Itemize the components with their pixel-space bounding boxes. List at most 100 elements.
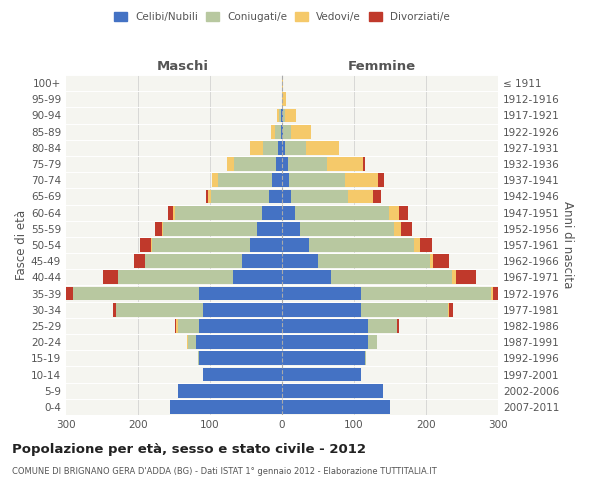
Bar (300, 222, 394, 235)
Bar (491, 286, 493, 300)
Bar (400, 206, 408, 220)
Bar (203, 368, 282, 382)
Bar (167, 206, 173, 220)
Bar (162, 222, 163, 235)
Bar (276, 157, 282, 171)
Bar (178, 384, 282, 398)
Bar (278, 141, 282, 154)
Bar (170, 400, 282, 414)
Bar (282, 238, 310, 252)
Bar (290, 190, 348, 203)
Legend: Celibi/Nubili, Coniugati/e, Vedovi/e, Divorziati/e: Celibi/Nubili, Coniugati/e, Vedovi/e, Di… (110, 8, 454, 26)
Bar (373, 190, 380, 203)
Bar (250, 141, 263, 154)
Bar (282, 270, 331, 284)
Bar (281, 125, 282, 138)
Bar (199, 319, 282, 333)
Bar (235, 157, 276, 171)
Text: Popolazione per età, sesso e stato civile - 2012: Popolazione per età, sesso e stato civil… (12, 442, 366, 456)
Bar (430, 254, 433, 268)
Bar (361, 286, 491, 300)
Bar (282, 336, 368, 349)
Bar (282, 206, 295, 220)
Bar (178, 319, 199, 333)
Bar (282, 76, 283, 90)
Bar (348, 190, 373, 203)
Bar (368, 319, 397, 333)
Bar (364, 157, 365, 171)
Bar (140, 238, 151, 252)
Bar (493, 286, 509, 300)
Bar (449, 303, 452, 316)
Bar (257, 222, 282, 235)
Bar (283, 108, 285, 122)
Bar (285, 141, 307, 154)
Bar (233, 270, 282, 284)
Bar (282, 92, 286, 106)
Bar (448, 303, 449, 316)
Bar (282, 286, 361, 300)
Bar (173, 206, 175, 220)
Bar (288, 157, 328, 171)
Bar (60, 286, 73, 300)
Bar (262, 206, 282, 220)
Text: COMUNE DI BRIGNANO GERA D'ADDA (BG) - Dati ISTAT 1° gennaio 2012 - Elaborazione : COMUNE DI BRIGNANO GERA D'ADDA (BG) - Da… (12, 468, 437, 476)
Bar (218, 174, 272, 187)
Bar (271, 125, 275, 138)
Bar (389, 206, 400, 220)
Bar (281, 108, 282, 122)
Bar (73, 286, 199, 300)
Bar (433, 254, 449, 268)
Bar (282, 190, 290, 203)
Y-axis label: Anni di nascita: Anni di nascita (560, 202, 574, 288)
Bar (212, 174, 218, 187)
Bar (328, 157, 364, 171)
Bar (188, 336, 196, 349)
Bar (283, 125, 290, 138)
Bar (196, 336, 282, 349)
Bar (198, 352, 199, 365)
Bar (211, 190, 269, 203)
Bar (176, 319, 178, 333)
Bar (275, 125, 281, 138)
Bar (155, 222, 162, 235)
Bar (282, 400, 390, 414)
Bar (282, 125, 283, 138)
Bar (419, 238, 433, 252)
Bar (163, 222, 257, 235)
Bar (378, 174, 383, 187)
Bar (282, 352, 365, 365)
Bar (242, 254, 282, 268)
Bar (103, 270, 118, 284)
Bar (277, 108, 279, 122)
Bar (282, 303, 361, 316)
Bar (361, 303, 448, 316)
Bar (175, 319, 176, 333)
Bar (282, 368, 361, 382)
Bar (289, 174, 346, 187)
Bar (394, 222, 401, 235)
Bar (318, 254, 430, 268)
Bar (282, 157, 288, 171)
Bar (203, 303, 282, 316)
Bar (269, 190, 282, 203)
Bar (307, 141, 339, 154)
Bar (282, 174, 289, 187)
Bar (365, 352, 366, 365)
Bar (346, 174, 378, 187)
Bar (175, 206, 262, 220)
Y-axis label: Fasce di età: Fasce di età (15, 210, 28, 280)
Bar (118, 270, 233, 284)
Bar (414, 238, 419, 252)
Bar (145, 254, 242, 268)
Bar (272, 174, 282, 187)
Bar (282, 384, 383, 398)
Bar (452, 270, 455, 284)
Bar (208, 190, 211, 203)
Bar (282, 254, 318, 268)
Bar (199, 286, 282, 300)
Bar (331, 270, 452, 284)
Bar (279, 108, 281, 122)
Bar (368, 336, 377, 349)
Bar (290, 125, 311, 138)
